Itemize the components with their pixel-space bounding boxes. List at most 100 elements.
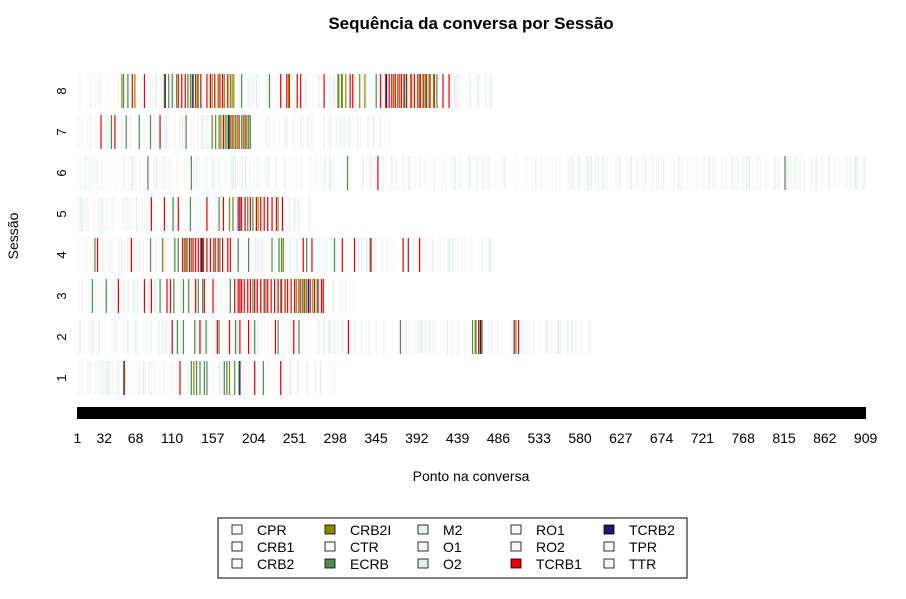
event-cell-background [823, 156, 825, 190]
event-cell-background [97, 320, 99, 354]
event-cell-background [97, 156, 99, 190]
event-cell-background [597, 156, 599, 190]
event-cell-background [455, 74, 457, 108]
event-mark [413, 74, 415, 108]
event-cell-background [707, 156, 709, 190]
event-cell-background [476, 74, 478, 108]
legend-swatch [231, 558, 243, 569]
event-cell-background [617, 156, 619, 190]
event-cell-background [109, 238, 111, 272]
event-cell-background [743, 156, 745, 190]
x-tick-label: 815 [772, 430, 796, 446]
event-cell-background [183, 320, 185, 354]
event-cell-background [633, 156, 635, 190]
event-cell-background [126, 238, 128, 272]
event-cell-background [159, 156, 161, 190]
event-mark [341, 74, 343, 108]
event-mark [186, 238, 188, 272]
event-cell-background [188, 156, 191, 190]
event-cell-background [149, 74, 151, 108]
event-cell-background [471, 238, 473, 272]
event-cell-background [403, 320, 405, 354]
event-cell-background [421, 238, 423, 272]
event-cell-background [240, 156, 242, 190]
event-cell-background [803, 156, 805, 190]
event-mark [399, 74, 401, 108]
event-cell-background [760, 156, 762, 190]
event-cell-background [798, 156, 800, 190]
event-mark [286, 74, 288, 108]
event-mark [287, 74, 290, 108]
event-cell-background [380, 238, 382, 272]
event-cell-background [129, 74, 131, 108]
event-cell-background [350, 74, 352, 108]
event-cell-background [105, 197, 107, 231]
legend-swatch [324, 558, 336, 569]
event-cell-background [696, 156, 698, 190]
event-cell-background [559, 320, 561, 354]
event-cell-background [726, 156, 728, 190]
event-cell-background [425, 238, 427, 272]
event-mark [138, 115, 140, 149]
event-mark [263, 279, 265, 313]
event-mark [479, 320, 481, 354]
event-mark [189, 74, 192, 108]
event-mark [194, 320, 196, 354]
event-cell-background [457, 238, 459, 272]
event-mark [177, 74, 179, 108]
event-cell-background [158, 115, 160, 149]
event-cell-background [177, 361, 179, 395]
legend-item: ECRB [324, 556, 389, 572]
event-cell-background [101, 361, 103, 395]
x-tick-label: 204 [242, 430, 266, 446]
event-cell-background [225, 156, 227, 190]
event-cell-background [570, 156, 573, 190]
event-cell-background [134, 197, 136, 231]
event-cell-background [77, 238, 80, 272]
event-cell-background [635, 156, 638, 190]
event-cell-background [814, 156, 816, 190]
event-cell-background [98, 74, 100, 108]
event-mark [223, 74, 225, 108]
event-mark [195, 238, 197, 272]
event-cell-background [364, 238, 366, 272]
event-mark [428, 74, 430, 108]
event-cell-background [192, 361, 194, 395]
event-cell-background [330, 156, 332, 190]
event-cell-background [323, 115, 325, 149]
event-mark [192, 238, 194, 272]
event-cell-background [159, 361, 161, 395]
event-cell-background [662, 156, 665, 190]
event-cell-background [113, 74, 115, 108]
event-cell-background [429, 320, 431, 354]
event-mark [187, 74, 189, 108]
event-cell-background [209, 156, 211, 190]
event-mark [172, 197, 174, 231]
event-cell-background [127, 238, 129, 272]
legend-swatch [231, 524, 243, 535]
event-cell-background [134, 238, 136, 272]
legend-swatch [417, 558, 429, 569]
legend: CPRCRB1CRB2CRB2ICTRECRBM2O1O2RO1RO2TCRB1… [217, 517, 688, 579]
event-cell-background [289, 361, 291, 395]
event-cell-background [373, 115, 376, 149]
event-cell-background [353, 74, 356, 108]
event-cell-background [484, 74, 486, 108]
event-cell-background [82, 238, 84, 272]
event-cell-background [169, 320, 171, 354]
event-cell-background [350, 156, 352, 190]
event-cell-background [250, 197, 252, 231]
event-cell-background [121, 115, 123, 149]
event-mark [271, 238, 273, 272]
event-mark [311, 238, 313, 272]
event-cell-background [185, 197, 187, 231]
event-cell-background [210, 74, 212, 108]
event-cell-background [160, 279, 162, 313]
event-cell-background [406, 74, 408, 108]
event-cell-background [430, 74, 432, 108]
event-mark [267, 197, 269, 231]
event-cell-background [491, 74, 493, 108]
event-cell-background [87, 197, 89, 231]
event-cell-background [109, 115, 112, 149]
event-mark [280, 238, 283, 272]
